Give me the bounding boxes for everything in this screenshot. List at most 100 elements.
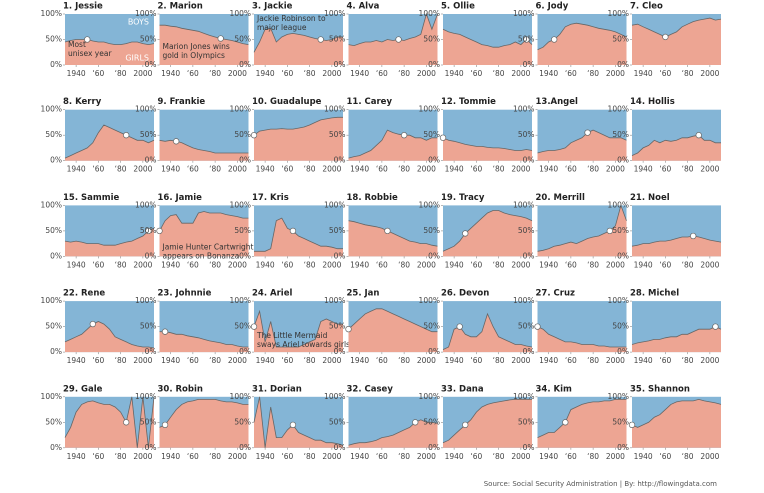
x-tick-label: ‘80 bbox=[209, 260, 221, 269]
marker bbox=[690, 232, 697, 240]
y-tick-label: 50% bbox=[518, 35, 535, 44]
x-tick-label: 2000 bbox=[417, 356, 436, 365]
x-tick-label: ‘80 bbox=[587, 260, 599, 269]
panel-title: 21. Noel bbox=[630, 193, 670, 203]
marker bbox=[606, 227, 613, 235]
x-tick-label: 2000 bbox=[511, 165, 530, 174]
annotation: unisex year bbox=[68, 49, 112, 58]
y-tick-label: 0% bbox=[239, 443, 251, 452]
x-tick-label: ‘60 bbox=[281, 260, 293, 269]
x-tick-label: 2000 bbox=[228, 356, 247, 365]
x-tick-label: 2000 bbox=[511, 452, 530, 461]
x-tick-label: ‘60 bbox=[565, 69, 577, 78]
x-tick-label: 2000 bbox=[511, 260, 530, 269]
girls-area bbox=[65, 125, 154, 161]
x-tick-label: ‘80 bbox=[493, 260, 505, 269]
line bbox=[442, 210, 533, 252]
y-tick-label: 50% bbox=[518, 417, 535, 426]
x-tick-label: ‘60 bbox=[281, 165, 293, 174]
line bbox=[159, 211, 249, 232]
girls-area bbox=[348, 308, 438, 353]
x-tick-label: 1940 bbox=[256, 356, 275, 365]
marker bbox=[84, 36, 91, 43]
y-tick-label: 0% bbox=[334, 347, 346, 356]
girls-area bbox=[443, 399, 532, 448]
y-tick-label: 50% bbox=[612, 226, 629, 235]
x-tick-label: ‘60 bbox=[281, 452, 293, 461]
y-tick-label: 0% bbox=[334, 251, 346, 260]
y-tick-label: 50% bbox=[329, 130, 346, 139]
x-tick-label: 2000 bbox=[133, 69, 152, 78]
x-tick-label: 1940 bbox=[256, 260, 275, 269]
y-tick-label: 0% bbox=[523, 60, 535, 69]
line bbox=[159, 24, 249, 45]
panel-title: 4. Alva bbox=[347, 2, 380, 12]
x-tick-label: 2000 bbox=[511, 69, 530, 78]
y-tick-label: 100% bbox=[608, 105, 629, 114]
x-tick-label: 1940 bbox=[445, 69, 464, 78]
girls-area bbox=[65, 39, 154, 65]
x-tick-label: ‘80 bbox=[115, 165, 127, 174]
x-tick-label: 2000 bbox=[228, 69, 247, 78]
x-tick-label: 1940 bbox=[161, 260, 180, 269]
x-tick-label: 1940 bbox=[634, 165, 653, 174]
line bbox=[159, 399, 249, 428]
x-tick-label: ‘80 bbox=[398, 356, 410, 365]
x-tick-label: ‘60 bbox=[659, 165, 671, 174]
x-tick-label: 1940 bbox=[350, 356, 369, 365]
girls-area bbox=[348, 220, 438, 257]
x-tick-label: ‘80 bbox=[209, 69, 221, 78]
line bbox=[631, 17, 722, 38]
girls-area bbox=[159, 331, 249, 353]
y-tick-label: 100% bbox=[324, 296, 345, 305]
x-tick-label: ‘60 bbox=[376, 260, 388, 269]
y-tick-label: 0% bbox=[50, 60, 62, 69]
marker bbox=[439, 134, 447, 141]
girls-area bbox=[65, 396, 154, 448]
y-tick-label: 50% bbox=[329, 226, 346, 235]
marker bbox=[400, 132, 408, 139]
y-tick-label: 0% bbox=[50, 156, 62, 165]
y-tick-label: 50% bbox=[423, 130, 440, 139]
x-tick-label: ‘80 bbox=[115, 69, 127, 78]
x-tick-label: 2000 bbox=[700, 69, 719, 78]
y-tick-label: 0% bbox=[145, 251, 157, 260]
x-tick-label: 1940 bbox=[67, 165, 86, 174]
y-tick-label: 100% bbox=[608, 296, 629, 305]
girls-area bbox=[254, 396, 343, 448]
line bbox=[253, 116, 343, 136]
annotation: Marion Jones wins bbox=[163, 42, 230, 51]
y-tick-label: 50% bbox=[423, 417, 440, 426]
x-tick-label: 1940 bbox=[445, 356, 464, 365]
panel-title: 10. Guadalupe bbox=[252, 97, 322, 107]
x-tick-label: 1940 bbox=[256, 165, 275, 174]
y-tick-label: 0% bbox=[617, 347, 629, 356]
line bbox=[348, 220, 438, 247]
y-tick-label: 50% bbox=[140, 226, 157, 235]
girls-area bbox=[254, 311, 343, 353]
x-tick-label: ‘60 bbox=[470, 452, 482, 461]
x-tick-label: 2000 bbox=[417, 165, 436, 174]
girls-label: GIRLS bbox=[125, 54, 149, 63]
line bbox=[64, 39, 155, 46]
y-tick-label: 100% bbox=[230, 392, 251, 401]
marker bbox=[395, 36, 402, 43]
y-tick-label: 0% bbox=[145, 443, 157, 452]
y-tick-label: 100% bbox=[513, 200, 534, 209]
y-tick-label: 100% bbox=[230, 296, 251, 305]
x-tick-label: 2000 bbox=[606, 69, 625, 78]
annotation: gold in Olympics bbox=[163, 51, 225, 60]
marker bbox=[250, 323, 258, 330]
x-tick-label: ‘60 bbox=[92, 165, 104, 174]
marker bbox=[161, 421, 169, 429]
x-tick-label: ‘60 bbox=[281, 69, 293, 78]
x-tick-label: 1940 bbox=[634, 356, 653, 365]
x-tick-label: 1940 bbox=[634, 69, 653, 78]
line bbox=[442, 28, 533, 48]
girls-area bbox=[254, 218, 343, 257]
x-tick-label: ‘60 bbox=[187, 356, 199, 365]
y-tick-label: 50% bbox=[612, 35, 629, 44]
x-tick-label: ‘80 bbox=[587, 165, 599, 174]
line bbox=[64, 321, 155, 349]
x-tick-label: 1940 bbox=[161, 69, 180, 78]
